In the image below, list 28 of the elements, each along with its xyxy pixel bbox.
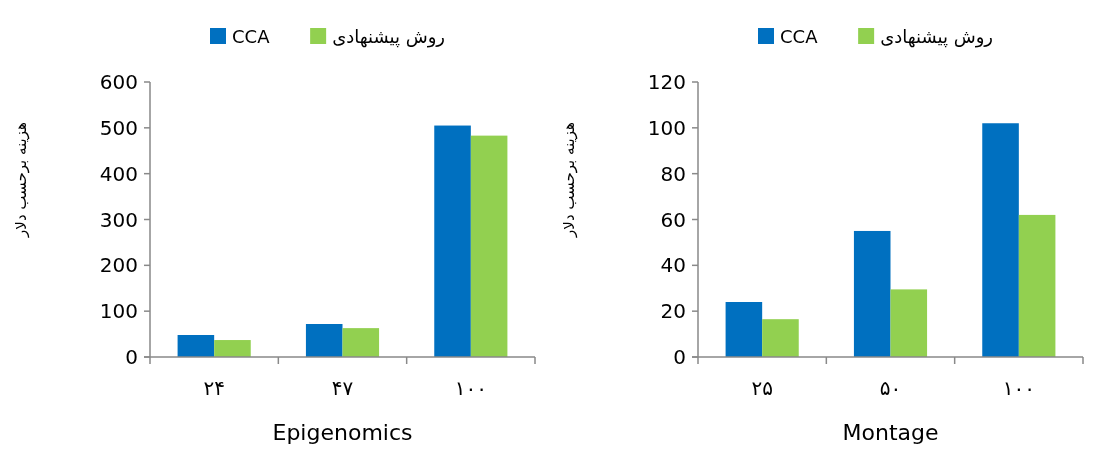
y-axis-title: هزینه برحسب دلار — [560, 122, 578, 238]
x-tick-label: ۴۷ — [331, 376, 354, 400]
y-tick-label: 500 — [99, 115, 138, 140]
legend-label: روش پیشنهادی — [332, 25, 446, 48]
x-tick-label: ۵۰ — [879, 376, 902, 400]
y-tick-label: 80 — [660, 161, 686, 186]
y-axis-title: هزینه برحسب دلار — [12, 122, 30, 238]
y-tick-label: 60 — [660, 207, 686, 232]
x-tick-label: ۲۵ — [751, 376, 773, 400]
y-tick-label: 600 — [99, 70, 138, 94]
legend-label: CCA — [780, 25, 819, 47]
y-tick-label: 100 — [647, 115, 686, 140]
y-tick-label: 400 — [99, 161, 138, 186]
y-tick-label: 200 — [99, 253, 138, 278]
y-tick-label: 300 — [99, 207, 138, 232]
y-tick-label: 100 — [99, 299, 138, 324]
x-axis-title: Epigenomics — [272, 420, 413, 445]
y-tick-label: 120 — [647, 70, 686, 94]
x-axis-title: Montage — [842, 420, 939, 445]
legend-label: CCA — [232, 25, 271, 47]
y-tick-label: 40 — [660, 253, 686, 278]
y-tick-label: 20 — [660, 299, 686, 324]
x-tick-label: ۲۴ — [203, 376, 225, 400]
x-tick-label: ۱۰۰ — [1002, 376, 1035, 400]
y-tick-label: 0 — [673, 345, 686, 369]
legend-label: روش پیشنهادی — [880, 25, 994, 48]
y-tick-label: 0 — [125, 345, 138, 369]
x-tick-label: ۱۰۰ — [454, 376, 487, 400]
